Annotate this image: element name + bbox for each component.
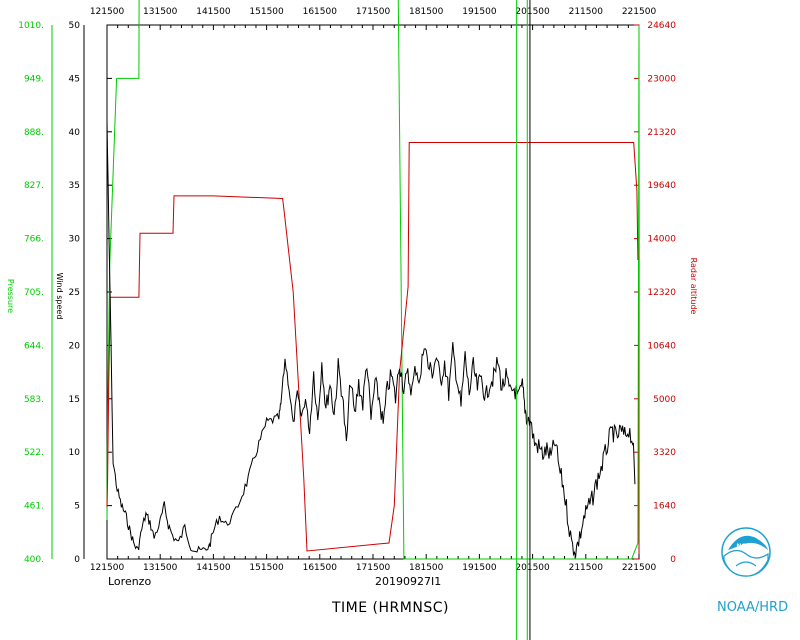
altitude-tick-label: 21320 (647, 128, 676, 138)
pressure-tick-labels: 1010. 949. 888. 827. 766. 705. 644. 583. 522. 461… (18, 21, 44, 565)
pressure-line (106, 0, 640, 560)
vertical-markers (516, 0, 531, 640)
pressure-tick-label: 644. (24, 341, 44, 351)
wind-tick-label: 35 (69, 181, 80, 191)
x-axis-title: TIME (HRMNSC) (331, 600, 449, 616)
x-tick-label-top: 121500 (90, 7, 125, 17)
flight-id: 20190927I1 (375, 575, 441, 588)
x-tick-label-top: 131500 (143, 7, 178, 17)
altitude-tick-label: 12320 (647, 288, 676, 298)
wind-tick-label: 0 (74, 555, 80, 565)
wind-speed-line (106, 120, 636, 558)
pressure-tick-label: 583. (24, 395, 44, 405)
plot-frame (51, 24, 640, 560)
plot-border-rect (106, 24, 640, 560)
pressure-tick-label: 461. (24, 502, 44, 512)
x-tick-label-bottom: 191500 (462, 563, 497, 573)
wind-tick-label: 40 (69, 128, 81, 138)
pressure-tick-label: 949. (24, 74, 44, 84)
wind-tick-label: 5 (74, 502, 80, 512)
altitude-tick-labels: 24640 23000 21320 19640 14000 12320 10640 5000 3… (647, 21, 676, 565)
wind-tick-label: 30 (69, 235, 81, 245)
wind-tick-label: 15 (69, 395, 80, 405)
x-tick-label-top: 171500 (356, 7, 391, 17)
storm-name: Lorenzo (108, 575, 151, 588)
pressure-tick-label: 705. (24, 288, 44, 298)
pressure-tick-label: 827. (24, 181, 44, 191)
altitude-tick-label: 14000 (647, 235, 676, 245)
altitude-tick-label: 0 (670, 555, 676, 565)
x-tick-label-top: 151500 (249, 7, 284, 17)
bottom-tick-labels: 121500 131500 141500 151500 161500 171500 1815… (90, 563, 657, 573)
pressure-axis-label: Pressure (6, 279, 15, 313)
x-tick-label-bottom: 221500 (622, 563, 657, 573)
svg-text:NOAA: NOAA (736, 543, 756, 550)
x-tick-label-bottom: 181500 (409, 563, 444, 573)
x-tick-label-top: 191500 (462, 7, 497, 17)
x-tick-label-top: 161500 (303, 7, 338, 17)
altitude-tick-label: 3320 (653, 448, 676, 458)
noaa-logo: NOAA (721, 527, 771, 577)
pressure-tick-label: 522. (24, 448, 44, 458)
altitude-tick-label: 24640 (647, 21, 676, 31)
x-tick-label-top: 201500 (515, 7, 550, 17)
altitude-line (106, 142, 639, 552)
x-tick-label-bottom: 161500 (303, 563, 338, 573)
wind-tick-label: 45 (69, 74, 80, 84)
x-tick-label-bottom: 121500 (90, 563, 125, 573)
pressure-tick-label: 888. (24, 128, 44, 138)
pressure-tick-label: 1010. (18, 21, 44, 31)
x-tick-label-bottom: 131500 (143, 563, 178, 573)
series-layer (106, 0, 640, 560)
pressure-tick-label: 400. (24, 555, 44, 565)
wind-tick-label: 25 (69, 288, 80, 298)
pressure-tick-label: 766. (24, 235, 44, 245)
wind-tick-label: 20 (69, 341, 81, 351)
x-tick-label-bottom: 171500 (356, 563, 391, 573)
altitude-tick-label: 5000 (653, 395, 676, 405)
wind-tick-label: 10 (69, 448, 81, 458)
x-tick-label-top: 181500 (409, 7, 444, 17)
altitude-tick-label: 23000 (647, 74, 676, 84)
altitude-tick-label: 19640 (647, 181, 676, 191)
x-tick-label-top: 211500 (569, 7, 604, 17)
x-tick-label-bottom: 151500 (249, 563, 284, 573)
x-tick-label-top: 141500 (196, 7, 231, 17)
x-tick-label-top: 221500 (622, 7, 657, 17)
wind-axis-label: Wind speed (55, 273, 64, 320)
x-tick-label-bottom: 211500 (569, 563, 604, 573)
altitude-tick-label: 10640 (647, 341, 676, 351)
x-tick-label-bottom: 201500 (515, 563, 550, 573)
wind-tick-label: 50 (69, 21, 81, 31)
altitude-axis-label: Radar altitude (689, 258, 698, 315)
x-tick-label-bottom: 141500 (196, 563, 231, 573)
top-tick-labels: 121500 131500 141500 151500 161500 171500 1815… (90, 7, 657, 17)
altitude-tick-label: 1640 (653, 502, 676, 512)
agency-label: NOAA/HRD (717, 600, 788, 615)
